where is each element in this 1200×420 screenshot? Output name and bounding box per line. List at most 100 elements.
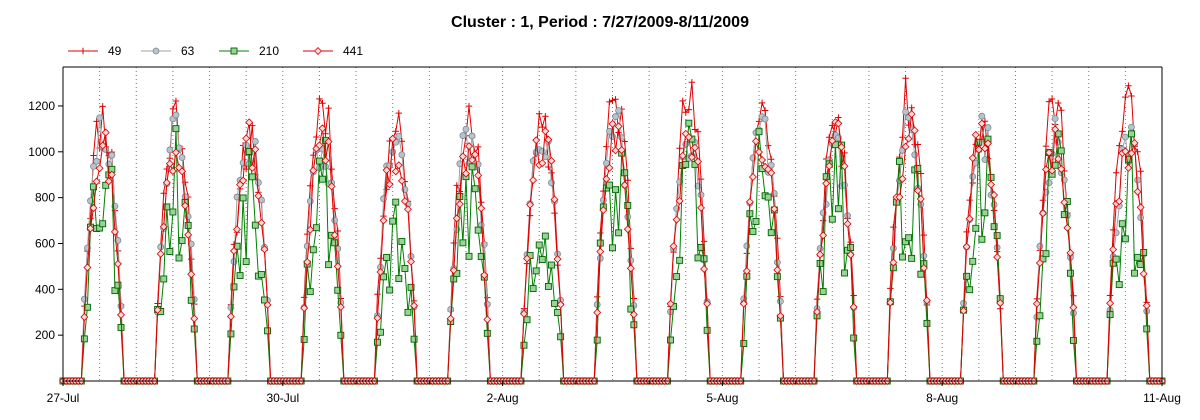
data-point bbox=[1060, 198, 1069, 207]
data-point bbox=[841, 269, 848, 277]
data-point bbox=[383, 253, 391, 261]
data-point bbox=[251, 221, 259, 229]
data-point bbox=[95, 164, 104, 173]
data-point bbox=[449, 266, 458, 275]
data-point bbox=[90, 183, 97, 191]
data-point bbox=[694, 128, 702, 135]
data-point bbox=[251, 138, 259, 145]
data-point bbox=[523, 316, 531, 324]
data-point bbox=[1032, 299, 1041, 308]
data-point bbox=[1109, 245, 1118, 254]
data-point bbox=[996, 299, 1005, 307]
data-point bbox=[617, 146, 626, 154]
data-point bbox=[395, 275, 403, 283]
data-point bbox=[465, 102, 473, 110]
data-point bbox=[1042, 250, 1050, 258]
data-point bbox=[767, 168, 776, 177]
data-point bbox=[547, 156, 556, 165]
data-point bbox=[325, 261, 333, 269]
legend-item-49: 49 bbox=[68, 44, 122, 58]
legend-item-210: 210 bbox=[219, 44, 279, 58]
data-point bbox=[319, 100, 326, 107]
data-point bbox=[1045, 98, 1053, 105]
data-point bbox=[840, 162, 849, 171]
data-point bbox=[309, 246, 317, 254]
legend-marker bbox=[79, 47, 87, 55]
data-point bbox=[602, 174, 611, 183]
data-point bbox=[916, 195, 925, 203]
legend-item-63: 63 bbox=[141, 44, 195, 58]
data-point bbox=[905, 234, 913, 242]
data-point bbox=[551, 299, 558, 307]
data-point bbox=[318, 124, 327, 133]
data-point bbox=[538, 148, 546, 155]
data-point bbox=[389, 217, 397, 225]
x-tick-label: 8-Aug bbox=[926, 391, 958, 405]
data-point bbox=[672, 215, 681, 224]
data-point bbox=[987, 180, 996, 189]
data-point bbox=[1113, 169, 1120, 176]
data-point bbox=[523, 254, 531, 263]
data-point bbox=[168, 167, 177, 176]
data-point bbox=[908, 104, 915, 111]
data-point bbox=[1036, 312, 1044, 320]
data-point bbox=[80, 335, 88, 343]
data-point bbox=[163, 203, 171, 211]
data-point bbox=[319, 175, 326, 183]
data-point bbox=[330, 231, 339, 240]
data-point bbox=[822, 179, 831, 188]
data-point bbox=[816, 250, 825, 259]
data-point bbox=[700, 265, 709, 273]
data-point bbox=[847, 244, 855, 251]
data-point bbox=[556, 300, 565, 309]
data-point bbox=[315, 157, 323, 165]
data-point bbox=[748, 173, 757, 181]
data-point bbox=[477, 204, 486, 213]
data-point bbox=[908, 254, 916, 262]
data-point bbox=[303, 258, 312, 267]
data-point bbox=[914, 164, 922, 172]
data-point bbox=[1045, 179, 1053, 187]
x-tick-label: 11-Aug bbox=[1143, 391, 1181, 405]
data-point bbox=[483, 315, 492, 324]
data-point bbox=[615, 107, 623, 114]
data-point bbox=[535, 241, 543, 249]
data-point bbox=[550, 195, 559, 204]
data-point bbox=[828, 215, 836, 223]
data-point bbox=[187, 270, 196, 279]
data-point bbox=[300, 335, 308, 343]
data-point bbox=[374, 291, 381, 298]
y-tick-label: 400 bbox=[35, 282, 55, 296]
data-point bbox=[690, 143, 699, 152]
data-point bbox=[826, 134, 833, 141]
data-point bbox=[248, 173, 256, 181]
data-point bbox=[611, 146, 620, 155]
data-point bbox=[397, 176, 406, 185]
data-point bbox=[102, 181, 110, 189]
data-point bbox=[703, 299, 712, 308]
data-point bbox=[410, 301, 419, 310]
data-point bbox=[676, 145, 683, 152]
data-point bbox=[923, 319, 931, 327]
data-point bbox=[676, 256, 684, 264]
data-point bbox=[257, 271, 265, 278]
data-point bbox=[621, 169, 629, 177]
data-point bbox=[401, 265, 409, 272]
data-point bbox=[770, 205, 779, 213]
data-point bbox=[557, 333, 565, 341]
data-point bbox=[1070, 336, 1077, 344]
data-point bbox=[89, 204, 98, 212]
data-point bbox=[761, 115, 769, 123]
data-point bbox=[520, 309, 528, 318]
data-point bbox=[1118, 220, 1126, 228]
legend-marker bbox=[230, 47, 238, 55]
data-point bbox=[309, 166, 318, 175]
data-point bbox=[187, 240, 195, 248]
data-point bbox=[178, 237, 186, 245]
data-point bbox=[605, 163, 614, 172]
data-point bbox=[1051, 115, 1059, 123]
data-point bbox=[667, 336, 674, 344]
data-point bbox=[679, 97, 686, 105]
data-point bbox=[1130, 139, 1139, 147]
data-point bbox=[755, 128, 763, 136]
